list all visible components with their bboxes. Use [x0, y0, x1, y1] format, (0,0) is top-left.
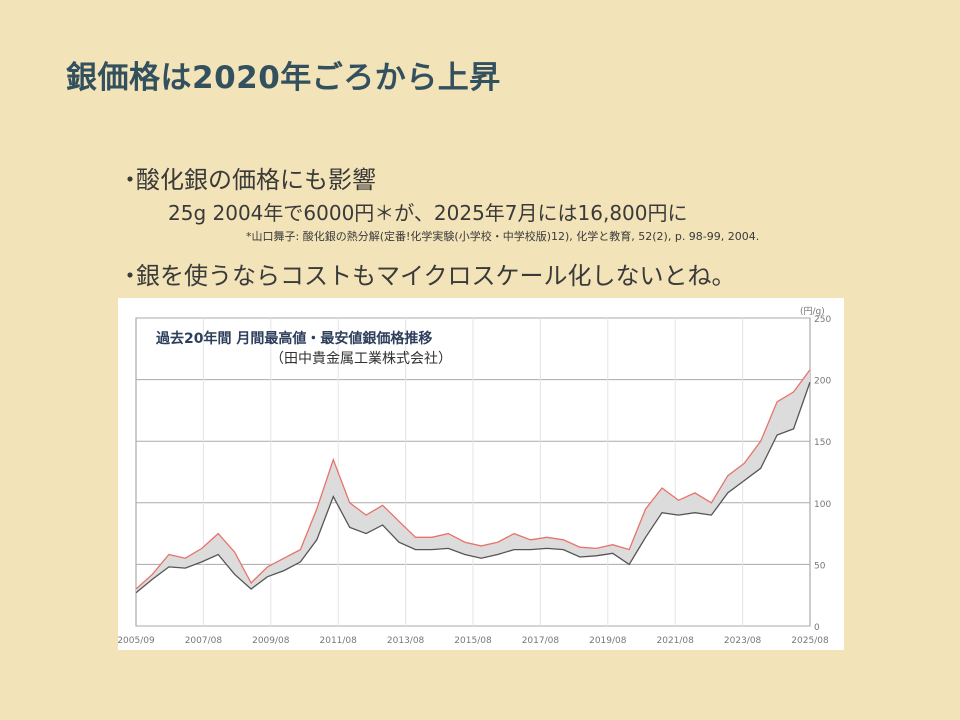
x-tick-label: 2005/09 [118, 636, 155, 646]
reference-citation: *山口舞子: 酸化銀の熱分解(定番!化学実験(小学校・中学校版)12), 化学と… [246, 230, 760, 243]
series-line-high [135, 369, 811, 590]
slide-title: 銀価格は2020年ごろから上昇 [66, 60, 501, 96]
x-tick-label: 2021/08 [657, 636, 695, 646]
silver-price-chart: 0 50 100 150 200 250 (円/g) 2005/09 2007/08 2009/0… [118, 298, 844, 650]
y-unit-label: (円/g) [800, 306, 825, 317]
x-tick-label: 2019/08 [589, 636, 627, 646]
y-tick-label: 0 [814, 623, 820, 633]
chart-subtitle: （田中貴金属工業株式会社） [270, 351, 452, 367]
y-tick-label: 50 [814, 561, 826, 571]
y-tick-label: 200 [814, 377, 831, 387]
x-tick-label: 2011/08 [320, 636, 358, 646]
range-band [136, 369, 810, 593]
bullet-text: 銀を使うならコストもマイクロスケール化しないとね。 [136, 262, 736, 290]
price-comparison-text: 25g 2004年で6000円＊が、2025年7月には16,800円に [168, 201, 688, 225]
bullet-marker: ・ [118, 166, 142, 194]
y-tick-label: 100 [814, 500, 831, 510]
x-tick-label: 2017/08 [522, 636, 560, 646]
x-tick-label: 2013/08 [387, 636, 425, 646]
series-line-low [135, 381, 811, 594]
chart-title: 過去20年間 月間最高値・最安値銀価格推移 [156, 331, 433, 347]
y-tick-label: 150 [814, 438, 831, 448]
chart-canvas: 0 50 100 150 200 250(円/g) 2005/09 2007/08 2009/0… [118, 306, 831, 646]
x-tick-label: 2007/08 [185, 636, 223, 646]
bullet-silver-oxide: ・酸化銀の価格にも影響 [118, 160, 376, 195]
bullet-marker: ・ [118, 262, 142, 290]
y-tick-label: 250 [814, 315, 831, 325]
x-tick-label: 2023/08 [724, 636, 762, 646]
x-tick-label: 2015/08 [454, 636, 492, 646]
x-tick-label: 2009/08 [252, 636, 290, 646]
bullet-text: 酸化銀の価格にも影響 [136, 166, 376, 194]
x-tick-label: 2025/08 [791, 636, 829, 646]
bullet-microscale: ・銀を使うならコストもマイクロスケール化しないとね。 [118, 256, 736, 291]
